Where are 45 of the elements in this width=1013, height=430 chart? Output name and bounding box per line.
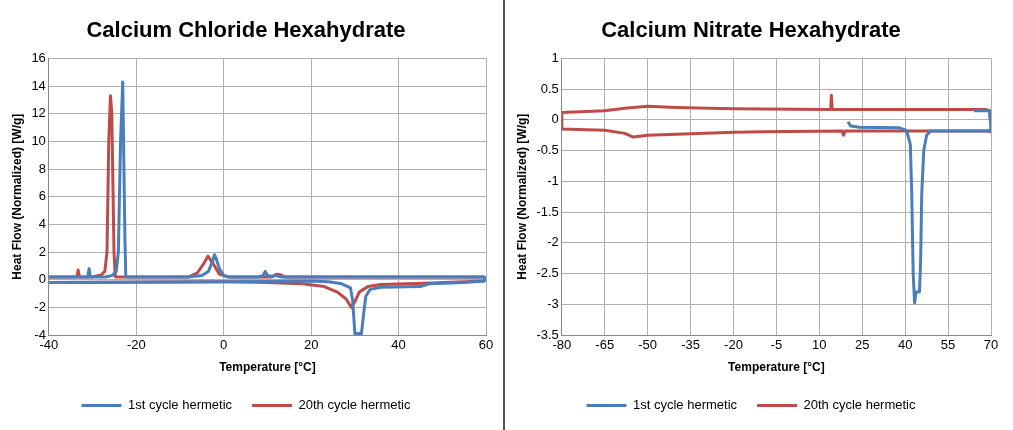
x-tick-label: -65 bbox=[595, 337, 615, 353]
y-tick-label: -0.5 bbox=[536, 142, 559, 158]
x-tick-label: 20 bbox=[303, 337, 319, 353]
x-axis-title: Temperature [°C] bbox=[219, 360, 316, 375]
y-tick-label: 1 bbox=[551, 49, 559, 65]
y-tick-label: 6 bbox=[38, 188, 46, 204]
y-tick-label: 0 bbox=[38, 271, 46, 287]
x-tick-label: 40 bbox=[391, 337, 406, 353]
y-tick-label: 0.5 bbox=[540, 80, 559, 96]
legend-label: 20th cycle hermetic bbox=[803, 397, 917, 413]
x-tick-label: -50 bbox=[638, 337, 658, 353]
x-tick-label: -35 bbox=[681, 337, 700, 353]
y-tick-label: -2 bbox=[547, 234, 559, 250]
x-tick-label: -5 bbox=[770, 337, 783, 353]
y-axis-title: Heat Flow (Normalized) [W/g] bbox=[514, 113, 529, 280]
y-tick-label: -2 bbox=[34, 298, 46, 314]
x-tick-label: 70 bbox=[983, 337, 999, 353]
y-tick-label: 16 bbox=[31, 49, 46, 65]
y-tick-label: -1.5 bbox=[536, 203, 559, 219]
chart-title: Calcium Chloride Hexahydrate bbox=[86, 17, 406, 43]
x-axis-title: Temperature [°C] bbox=[728, 360, 825, 375]
y-tick-label: -4 bbox=[34, 326, 46, 342]
x-tick-label: 10 bbox=[812, 337, 827, 353]
legend-label: 1st cycle hermetic bbox=[632, 397, 738, 413]
y-tick-label: 12 bbox=[31, 105, 46, 121]
y-tick-label: 4 bbox=[38, 215, 46, 231]
x-tick-label: 60 bbox=[478, 337, 494, 353]
x-tick-label: 40 bbox=[897, 337, 913, 353]
x-tick-label: 25 bbox=[855, 337, 870, 353]
legend-label: 20th cycle hermetic bbox=[298, 397, 412, 413]
x-tick-label: 55 bbox=[940, 337, 956, 353]
y-tick-label: 14 bbox=[31, 77, 46, 93]
x-tick-label: -20 bbox=[126, 337, 146, 353]
legend-label: 1st cycle hermetic bbox=[127, 397, 233, 413]
y-tick-label: 8 bbox=[38, 160, 46, 176]
y-tick-label: -3 bbox=[547, 295, 559, 311]
chart-title: Calcium Nitrate Hexahydrate bbox=[601, 17, 901, 43]
y-tick-label: 10 bbox=[31, 132, 46, 148]
y-tick-label: -2.5 bbox=[536, 265, 559, 281]
x-tick-label: 0 bbox=[220, 337, 228, 353]
y-axis-title: Heat Flow (Normalized) [W/g] bbox=[9, 113, 24, 280]
y-tick-label: 0 bbox=[551, 111, 559, 127]
x-tick-label: -20 bbox=[724, 337, 743, 353]
y-tick-label: -1 bbox=[547, 172, 559, 188]
y-tick-label: 2 bbox=[38, 243, 46, 259]
